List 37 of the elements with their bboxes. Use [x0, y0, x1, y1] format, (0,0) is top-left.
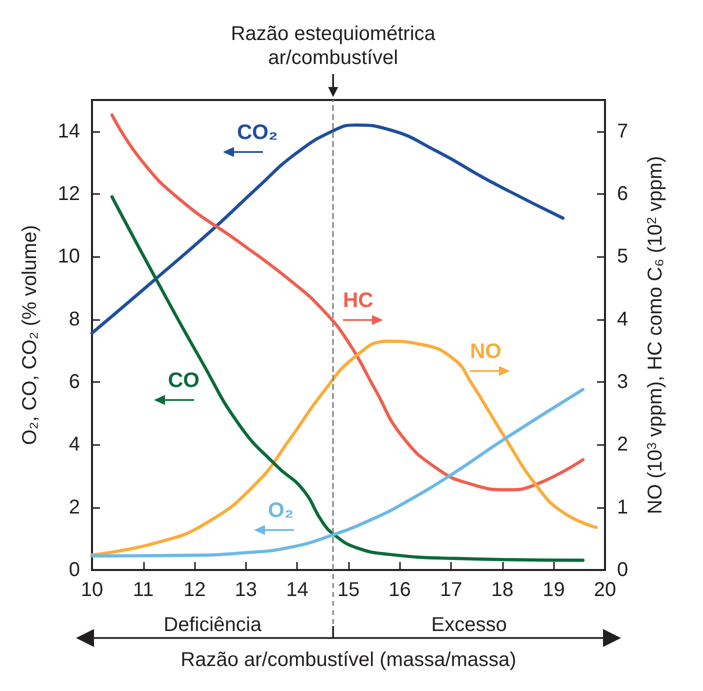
y-tick-label: 14 — [58, 120, 80, 142]
x-tick-label: 17 — [440, 579, 462, 601]
y2-axis-title: NO (103 vppm), HC como C₆ (102 vppm) — [644, 156, 666, 514]
y2-tick-label: 5 — [617, 246, 628, 268]
y2-tick-label: 6 — [617, 183, 628, 205]
y-tick-label: 8 — [68, 308, 80, 330]
x-tick-label: 13 — [234, 579, 258, 601]
ref-line-label: Razão estequiométrica ar/combustível — [230, 23, 436, 69]
y-tick-label: 12 — [58, 183, 80, 205]
y2-tick-label: 2 — [617, 434, 628, 456]
x-tick-label: 18 — [491, 579, 514, 601]
text: Deficiência — [164, 614, 262, 636]
y-tick-label: 2 — [68, 496, 80, 518]
y-tick-label: 4 — [68, 434, 80, 456]
y2-tick-label: 7 — [617, 120, 628, 142]
y2-tick-label: 1 — [617, 496, 628, 518]
x-tick-label: 20 — [594, 579, 616, 601]
series-label: CO₂ — [237, 121, 278, 144]
x-tick-label: 19 — [542, 579, 565, 601]
series-label: NO — [470, 340, 502, 363]
x-axis-title: Razão ar/combustível (massa/massa) — [180, 649, 516, 671]
y-tick-label: 6 — [68, 371, 80, 393]
series-label: O₂ — [268, 499, 294, 522]
x-tick-label: 15 — [337, 579, 360, 601]
x-tick-label: 11 — [132, 579, 154, 601]
x-tick-label: 14 — [286, 579, 308, 601]
y-tick-label: 0 — [68, 559, 80, 581]
series-label: HC — [343, 289, 374, 312]
y2-tick-label: 0 — [617, 559, 628, 581]
text: Excesso — [431, 614, 507, 636]
x-tick-label: 12 — [183, 579, 206, 601]
y-axis-title: O₂, CO, CO₂ (% volume) — [19, 225, 41, 445]
x-tick-label: 16 — [388, 579, 411, 601]
series-label: CO — [168, 369, 200, 392]
y2-tick-label: 3 — [617, 371, 628, 393]
y2-tick-label: 4 — [617, 308, 628, 330]
y-tick-label: 10 — [58, 246, 80, 268]
